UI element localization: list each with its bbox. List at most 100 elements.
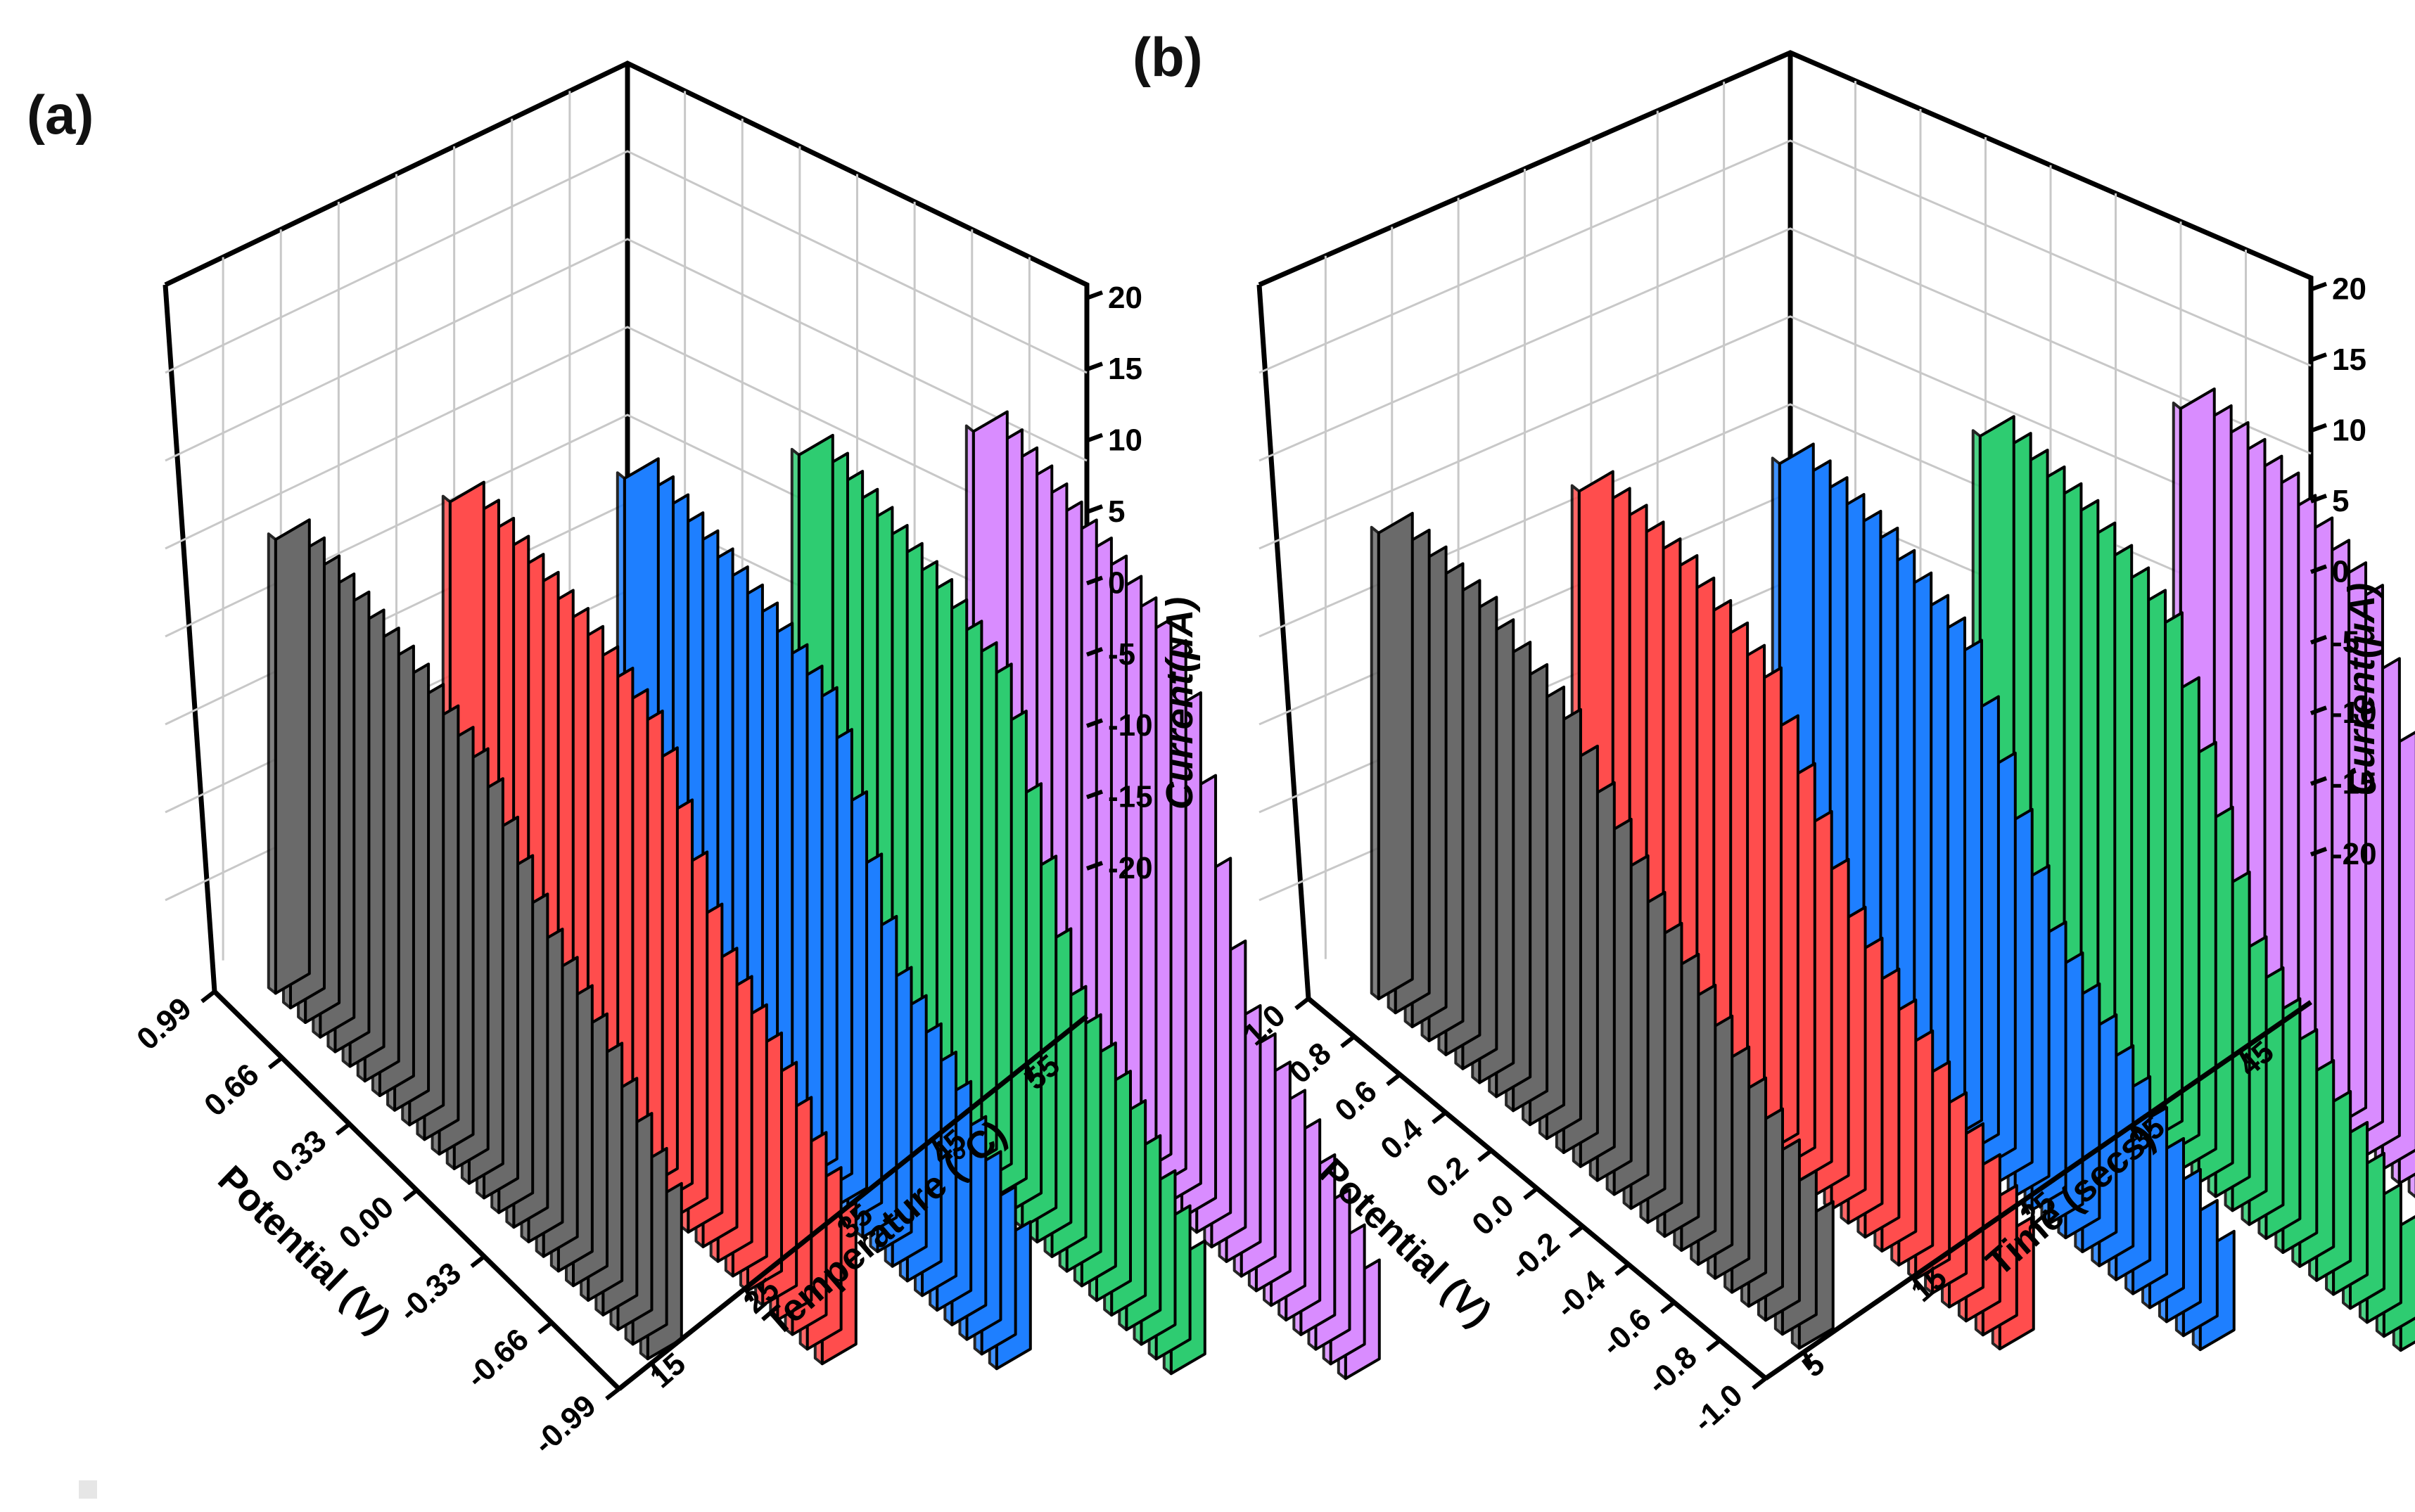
y-tick [743,1287,755,1302]
z-tick-label: -15 [1108,780,1153,814]
x-axis-title-a: Potential (V) [210,1158,398,1342]
x-tick-label: 0.4 [1374,1112,1429,1167]
y-tick [2129,1125,2140,1141]
z-tick-label: -20 [1108,851,1153,885]
x-tick-label: -0.2 [1504,1226,1567,1287]
z-tick [2309,634,2328,645]
bar-slab-side [1370,525,1380,1001]
z-axis-a: -20 -15 -10 -5 0 5 10 15 20 Current(μA) [1085,281,1201,885]
z-tick-label: -15 [2332,767,2377,801]
bars-b [1370,387,2415,1352]
x-tick-label: -0.6 [1595,1302,1658,1363]
z-tick-label: -10 [1108,708,1153,743]
grid-line [165,326,1088,550]
x-tick [1340,1034,1356,1049]
panel-label-a: (a) [27,84,94,146]
panel-label-b: (b) [1133,26,1203,88]
z-tick [2309,423,2328,433]
z-tick [1085,433,1104,443]
z-axis-b: -20 -15 -10 -5 0 5 10 15 20 Current(μA) [2309,272,2383,871]
z-tick [2309,494,2328,504]
x-tick-label: 0.99 [130,991,198,1057]
grid-line [165,150,1088,374]
x-tick [470,1255,486,1269]
panel-a: (a) -20 -15 -10 -5 0 5 10 15 20 Current(μA) 0.99… [27,60,1381,1461]
x-tick [1706,1338,1721,1352]
z-tick [2309,281,2328,292]
z-tick-label: -5 [2332,625,2359,660]
y-tick [2020,1200,2031,1216]
z-tick [2309,776,2328,786]
x-tick-label: -0.33 [393,1256,468,1329]
z-tick [1085,290,1104,300]
grid-line [165,238,1088,462]
bar-slab [274,518,311,995]
z-tick [2309,352,2328,362]
grid-line [1259,315,2312,550]
z-tick-label: 5 [1108,494,1125,529]
x-tick [537,1321,554,1335]
z-axis-title-b: Current(μA) [2340,583,2383,796]
z-tick-label: -5 [1108,637,1135,672]
z-tick-label: -10 [2332,696,2377,730]
x-tick [1752,1376,1767,1390]
x-tick-label: 0.66 [198,1057,265,1123]
grid-line [1259,227,2312,462]
x-tick [1614,1262,1630,1276]
z-tick [2309,847,2328,857]
z-tick-label: 10 [1108,423,1142,458]
x-tick [1477,1148,1493,1162]
y-tick [1802,1351,1813,1366]
z-tick-label: 0 [1108,565,1125,600]
x-tick [1569,1224,1584,1238]
z-tick [1085,718,1104,729]
z-tick-label: 0 [2332,554,2349,589]
bar-slab [1377,511,1414,1001]
bar-slab-side [267,532,277,995]
x-tick-label: 0.33 [265,1123,333,1189]
x-tick [1660,1300,1676,1314]
x-tick-label: -1.0 [1687,1378,1750,1439]
z-tick-label: 20 [2332,272,2366,307]
x-tick [335,1122,351,1136]
z-tick [1085,789,1104,800]
x-tick [200,989,216,1004]
z-tick-label: 10 [2332,413,2366,447]
z-tick [1085,504,1104,514]
y-tick [1911,1276,1922,1291]
y-tick [1024,1063,1036,1079]
grid-line [1259,139,2312,374]
y-tick [836,1212,848,1228]
x-tick-label: 0.0 [1465,1188,1520,1242]
z-tick-label: 15 [2332,342,2366,377]
z-tick-label: 20 [1108,281,1142,315]
x-tick-label: -0.8 [1641,1340,1704,1401]
corner-mark [79,1480,97,1499]
x-tick-label: 0.2 [1420,1150,1474,1204]
z-tick [1085,575,1104,586]
y-tick [649,1362,661,1377]
y-tick [930,1138,942,1153]
x-tick [1294,997,1310,1011]
x-tick [1432,1110,1447,1125]
x-tick [267,1056,283,1070]
z-tick [1085,861,1104,871]
z-tick [1085,361,1104,372]
x-tick-label: -0.99 [527,1388,602,1461]
x-tick [402,1189,419,1202]
z-tick [2309,705,2328,715]
x-tick-label: 0.00 [333,1190,400,1256]
z-tick-label: -20 [2332,837,2377,871]
x-tick [1386,1072,1401,1087]
z-tick-label: 5 [2332,484,2349,518]
z-axis-title-a: Current(μA) [1159,597,1201,810]
bars-a [267,410,1381,1380]
x-tick [605,1387,620,1401]
x-tick-label: -0.4 [1550,1264,1613,1326]
z-tick [2309,564,2328,575]
z-tick-label: 15 [1108,352,1142,386]
x-tick-label: -0.66 [460,1322,535,1395]
z-tick [1085,646,1104,657]
x-tick [1523,1186,1538,1200]
